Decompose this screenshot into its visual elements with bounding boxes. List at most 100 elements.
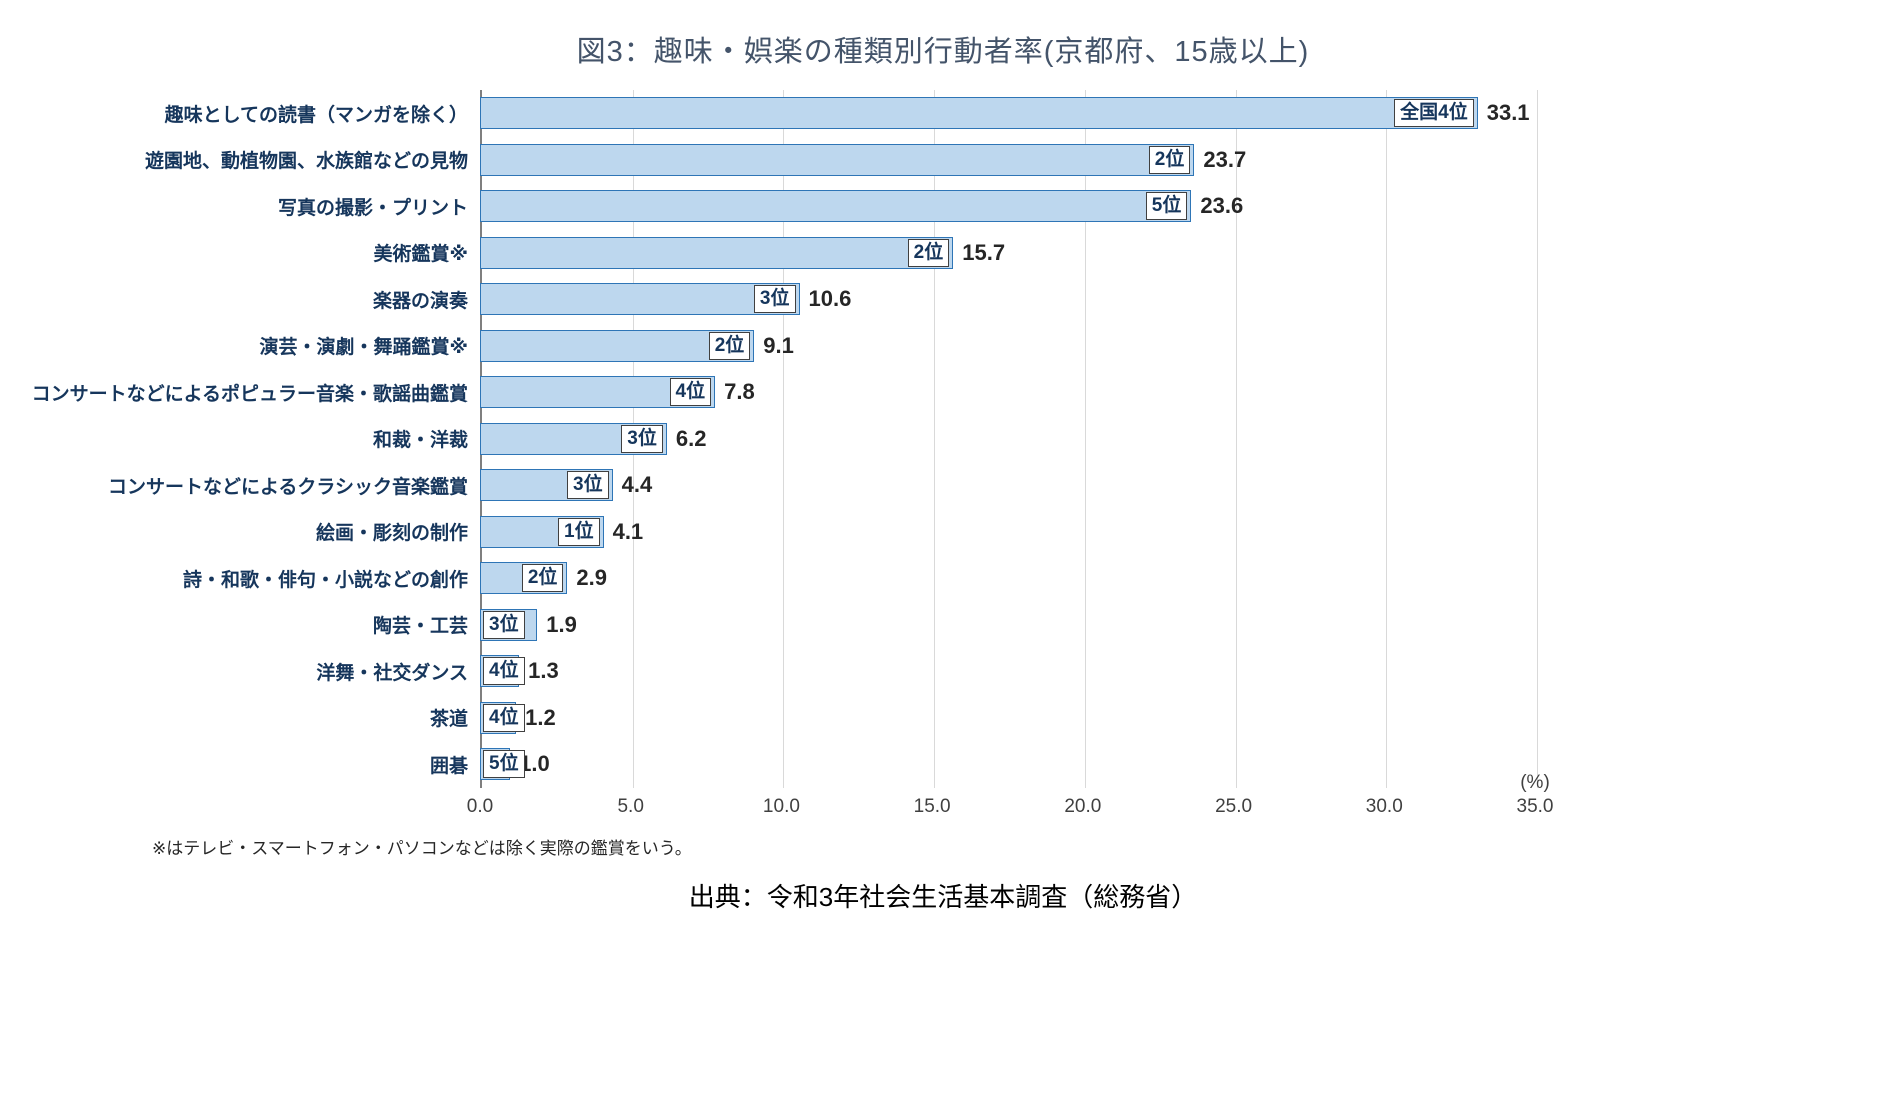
bar: 3位: [480, 469, 613, 502]
bar: 3位: [480, 608, 538, 641]
x-tick-label: 15.0: [913, 796, 951, 817]
rank-badge: 3位: [621, 424, 663, 453]
chart-row: 詩・和歌・俳句・小説などの創作 2位 2.9: [0, 555, 1886, 602]
gridline: [783, 90, 785, 788]
chart-row: 趣味としての読書（マンガを除く） 全国4位 33.1: [0, 90, 1886, 137]
bar-track: 3位 1.9: [480, 608, 1535, 641]
x-tick-label: 10.0: [762, 796, 800, 817]
rank-badge: 2位: [708, 331, 751, 360]
value-label: 4.4: [621, 472, 653, 498]
gridline: [1084, 90, 1086, 788]
value-label: 23.6: [1200, 193, 1244, 219]
rank-badge: 2位: [521, 564, 564, 593]
source-citation: 出典：令和3年社会生活基本調査（総務省）: [688, 882, 1198, 912]
bar-track: 4位 7.8: [480, 376, 1535, 409]
rank-badge: 4位: [483, 703, 525, 732]
rank-badge: 5位: [1145, 192, 1188, 221]
chart-row: 絵画・彫刻の制作 1位 4.1: [0, 509, 1886, 556]
rank-badge: 4位: [483, 657, 525, 686]
chart-row: 洋舞・社交ダンス 4位 1.3: [0, 648, 1886, 695]
bar-track: 5位 1.0: [480, 748, 1535, 781]
bar-track: 1位 4.1: [480, 515, 1535, 548]
bar: 4位: [480, 701, 525, 734]
bar: 2位: [480, 562, 568, 595]
x-tick-label: 0.0: [466, 796, 494, 817]
chart-row: コンサートなどによるポピュラー音楽・歌謡曲鑑賞 4位 7.8: [0, 369, 1886, 416]
chart-row: 写真の撮影・プリント 5位 23.6: [0, 183, 1886, 230]
bar-track: 4位 1.3: [480, 655, 1535, 688]
category-label: 絵画・彫刻の制作: [315, 523, 468, 545]
gridline: [1235, 90, 1237, 788]
bar: 4位: [480, 376, 716, 409]
value-label: 33.1: [1486, 100, 1530, 126]
value-label: 1.3: [528, 658, 559, 684]
bar-track: 2位 2.9: [480, 562, 1535, 595]
x-tick-label: 20.0: [1064, 796, 1102, 817]
bar: 3位: [480, 283, 800, 316]
value-label: 23.7: [1203, 146, 1247, 172]
bar: 2位: [480, 329, 755, 362]
category-label: 洋舞・社交ダンス: [316, 662, 468, 684]
percent-unit-label: (%): [1520, 772, 1550, 793]
chart-title: 図3：趣味・娯楽の種類別行動者率(京都府、15歳以上): [576, 36, 1310, 68]
gridline: [1537, 90, 1538, 788]
bar-track: 3位 10.6: [480, 283, 1535, 316]
bar-track: 5位 23.6: [480, 190, 1535, 223]
x-tick-label: 25.0: [1215, 796, 1253, 817]
bar: 全国4位: [480, 97, 1478, 130]
x-tick-label: 30.0: [1365, 796, 1403, 817]
bar-track: 全国4位 33.1: [480, 97, 1535, 130]
bar-track: 3位 6.2: [480, 422, 1535, 455]
category-label: 楽器の演奏: [372, 290, 468, 312]
category-label: 遊園地、動植物園、水族館などの見物: [144, 151, 468, 173]
value-label: 9.1: [763, 332, 794, 358]
x-tick-label: 5.0: [617, 796, 644, 817]
chart-row: 遊園地、動植物園、水族館などの見物 2位 23.7: [0, 137, 1886, 184]
rank-badge: 5位: [483, 750, 525, 779]
value-label: 6.2: [675, 425, 707, 451]
bar-track: 3位 4.4: [480, 469, 1535, 502]
rank-badge: 3位: [567, 471, 609, 500]
rank-badge: 2位: [1148, 145, 1191, 174]
rank-badge: 3位: [483, 610, 525, 639]
value-label: 10.6: [808, 286, 852, 312]
gridline: [934, 90, 936, 788]
chart-row: 美術鑑賞※ 2位 15.7: [0, 230, 1886, 277]
rank-badge: 3位: [753, 285, 796, 314]
category-label: コンサートなどによるポピュラー音楽・歌謡曲鑑賞: [31, 383, 468, 405]
bar: 3位: [480, 422, 667, 455]
category-label: 演芸・演劇・舞踊鑑賞※: [259, 337, 468, 359]
value-label: 1.2: [525, 704, 556, 730]
category-label: 美術鑑賞※: [373, 244, 468, 266]
rank-badge: 全国4位: [1394, 99, 1474, 128]
bar: 4位: [480, 655, 525, 688]
bar: 5位: [480, 748, 525, 781]
bar: 1位: [480, 515, 604, 548]
value-label: 2.9: [576, 565, 607, 591]
x-axis: (%) 0.0 5.0 10.0 15.0 20.0 25.0 30.0 35.0: [467, 772, 1554, 824]
category-label: コンサートなどによるクラシック音楽鑑賞: [107, 476, 468, 498]
category-label: 茶道: [429, 709, 468, 731]
category-label: 和裁・洋裁: [372, 430, 468, 452]
chart-row: 茶道 4位 1.2: [0, 695, 1886, 742]
footnote: ※はテレビ・スマートフォン・パソコンなどは除く実際の鑑賞をいう。: [152, 839, 692, 858]
value-label: 4.1: [612, 518, 644, 544]
category-label: 写真の撮影・プリント: [277, 197, 468, 219]
category-label: 趣味としての読書（マンガを除く）: [164, 104, 468, 126]
chart-row: 演芸・演劇・舞踊鑑賞※ 2位 9.1: [0, 323, 1886, 370]
gridline: [1386, 90, 1388, 788]
bar-track: 2位 9.1: [480, 329, 1535, 362]
plot-area: 趣味としての読書（マンガを除く） 全国4位 33.1 遊園地、動植物園、水族館などの見…: [0, 90, 1886, 788]
bar: 2位: [480, 143, 1195, 176]
rank-badge: 4位: [669, 378, 712, 407]
chart-row: 楽器の演奏 3位 10.6: [0, 276, 1886, 323]
category-label: 陶芸・工芸: [372, 616, 468, 638]
value-label: 1.9: [546, 611, 577, 637]
chart-row: 囲碁 5位 1.0: [0, 741, 1886, 788]
rank-badge: 2位: [907, 238, 950, 267]
value-label: 15.7: [962, 239, 1006, 265]
category-label: 囲碁: [429, 755, 468, 777]
bar: 2位: [480, 236, 954, 269]
chart-row: 和裁・洋裁 3位 6.2: [0, 416, 1886, 463]
